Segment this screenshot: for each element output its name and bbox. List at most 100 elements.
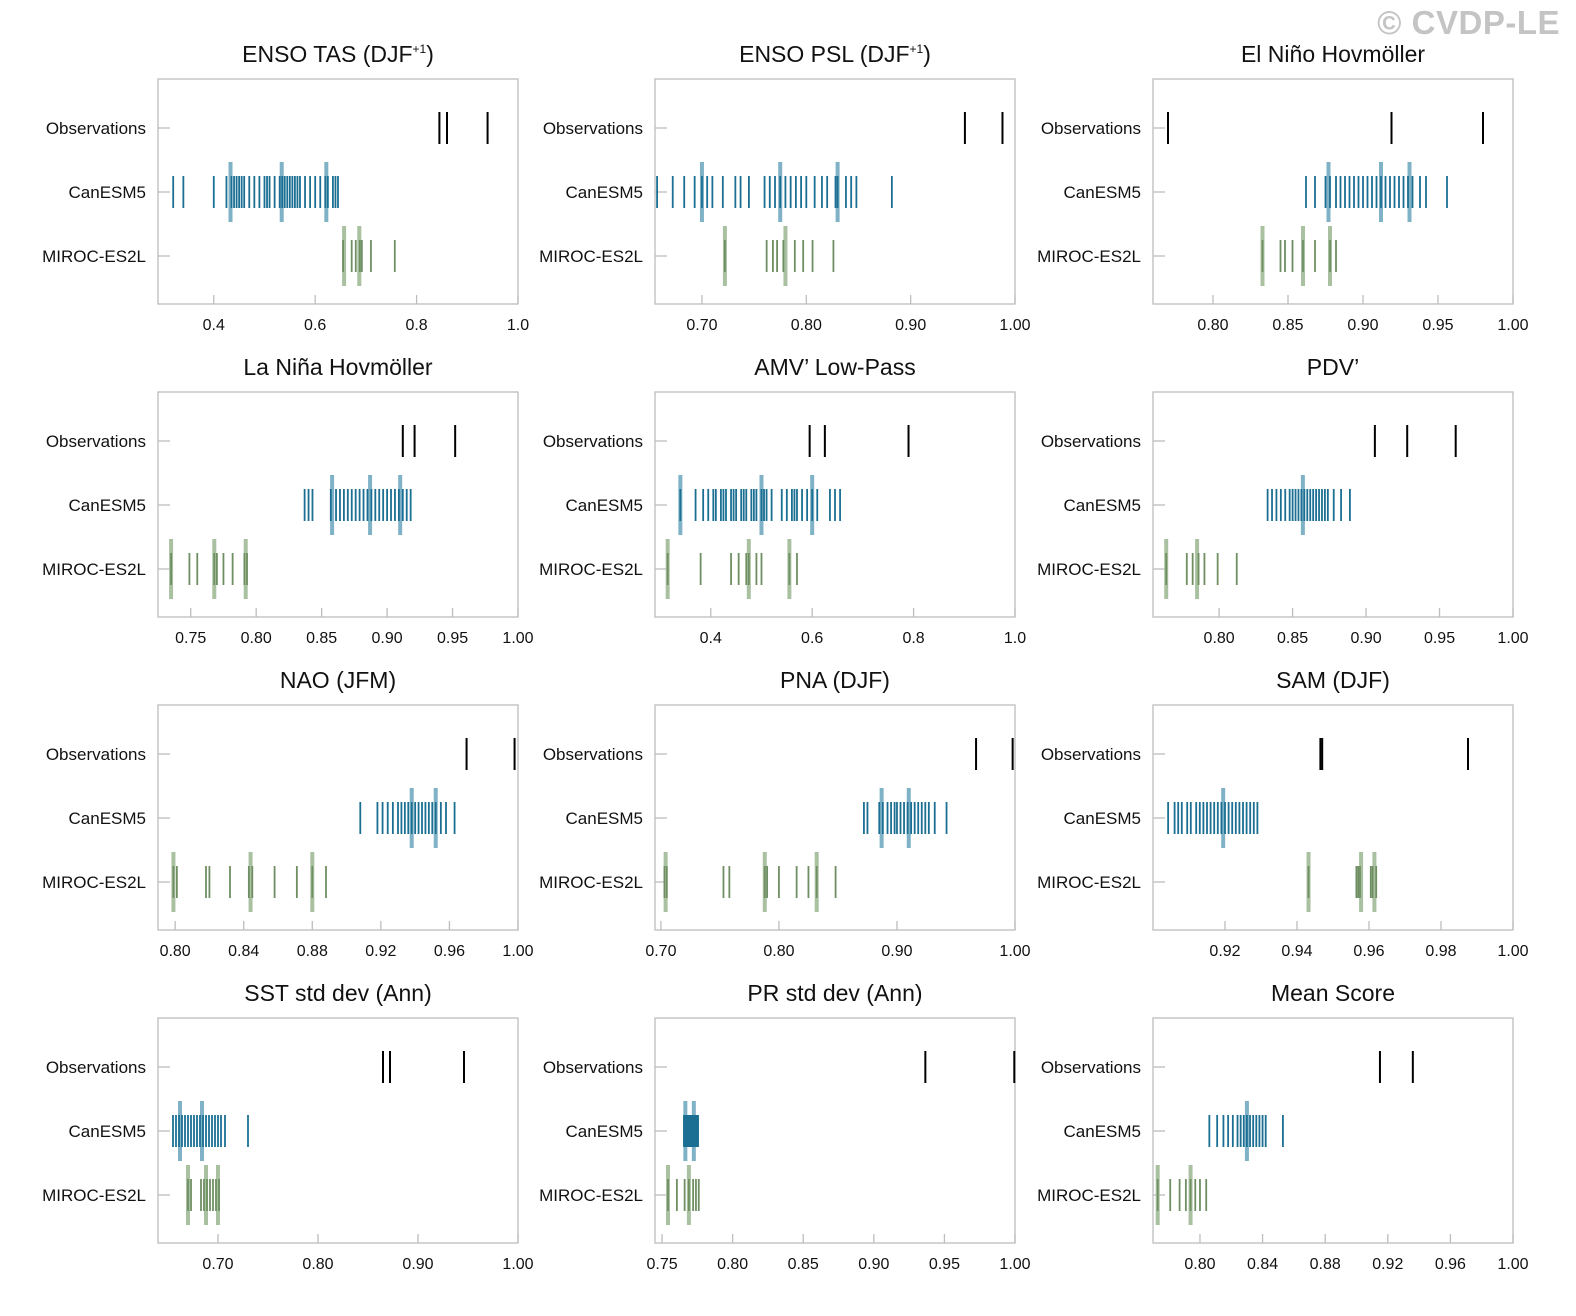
x-tick-label: 0.94 xyxy=(1281,943,1312,960)
panel-title: NAO (JFM) xyxy=(280,667,396,693)
x-tick-label: 0.92 xyxy=(1209,943,1240,960)
panel-9: SAM (DJF) Observations CanESM5 MIROC-ES2L 0.… xyxy=(1037,667,1529,960)
x-tick-label: 0.80 xyxy=(1197,317,1228,334)
panel-title: PNA (DJF) xyxy=(780,667,890,693)
panel-title-main: PR std dev (Ann) xyxy=(747,980,922,1006)
x-tick-label: 0.70 xyxy=(202,1256,233,1273)
x-tick-label: 0.75 xyxy=(175,630,206,647)
row-label-miroc-es2l: MIROC-ES2L xyxy=(42,247,146,266)
x-tick-label: 0.90 xyxy=(1347,317,1378,334)
panel-title-main: NAO (JFM) xyxy=(280,667,396,693)
x-tick-label: 1.00 xyxy=(1497,317,1528,334)
x-tick-label: 0.98 xyxy=(1425,943,1456,960)
row-label-observations: Observations xyxy=(543,745,643,764)
x-tick-label: 0.95 xyxy=(929,1256,960,1273)
x-tick-label: 0.80 xyxy=(791,317,822,334)
x-tick-label: 0.80 xyxy=(1184,1256,1215,1273)
row-label-miroc-es2l: MIROC-ES2L xyxy=(42,560,146,579)
plot-frame xyxy=(1152,78,1514,305)
row-label-miroc-es2l: MIROC-ES2L xyxy=(1037,247,1141,266)
x-tick-label: 0.96 xyxy=(1435,1256,1466,1273)
x-tick-label: 0.88 xyxy=(1310,1256,1341,1273)
row-label-observations: Observations xyxy=(46,119,146,138)
panel-title: AMV’ Low-Pass xyxy=(754,354,915,380)
panel-title: El Niño Hovmöller xyxy=(1241,41,1425,67)
row-label-observations: Observations xyxy=(543,1058,643,1077)
row-label-miroc-es2l: MIROC-ES2L xyxy=(539,1186,643,1205)
x-tick-label: 0.90 xyxy=(895,317,926,334)
panel-7: NAO (JFM) Observations CanESM5 MIROC-ES2L 0.… xyxy=(42,667,534,960)
x-tick-label: 0.90 xyxy=(881,943,912,960)
panel-title-main: PNA (DJF) xyxy=(780,667,890,693)
panel-title-main: PDV’ xyxy=(1307,354,1359,380)
panel-title-superscript: +1 xyxy=(910,42,924,56)
row-label-miroc-es2l: MIROC-ES2L xyxy=(1037,560,1141,579)
x-tick-label: 0.90 xyxy=(858,1256,889,1273)
row-label-canesm5: CanESM5 xyxy=(1064,1122,1141,1141)
row-label-observations: Observations xyxy=(1041,432,1141,451)
panel-11: PR std dev (Ann) Observations CanESM5 MIROC… xyxy=(539,980,1031,1273)
x-tick-label: 1.00 xyxy=(1497,943,1528,960)
panel-title-superscript: +1 xyxy=(413,42,427,56)
row-label-canesm5: CanESM5 xyxy=(69,183,146,202)
x-tick-label: 0.75 xyxy=(646,1256,677,1273)
x-tick-label: 0.90 xyxy=(372,630,403,647)
x-tick-label: 0.84 xyxy=(1247,1256,1278,1273)
panel-1: ENSO TAS (DJF+1) Observations CanESM5 MIROC… xyxy=(42,41,529,334)
panel-title: La Niña Hovmöller xyxy=(243,354,433,380)
panel-title: ENSO PSL (DJF+1) xyxy=(739,41,931,67)
x-tick-label: 0.92 xyxy=(365,943,396,960)
x-tick-label: 0.95 xyxy=(1422,317,1453,334)
panel-title-main: AMV’ Low-Pass xyxy=(754,354,915,380)
watermark: © CVDP-LE xyxy=(1377,4,1560,41)
x-tick-label: 0.90 xyxy=(1350,630,1381,647)
x-tick-label: 1.00 xyxy=(1497,1256,1528,1273)
row-label-miroc-es2l: MIROC-ES2L xyxy=(539,560,643,579)
row-label-canesm5: CanESM5 xyxy=(1064,496,1141,515)
x-tick-label: 0.96 xyxy=(1353,943,1384,960)
panel-title-main: Mean Score xyxy=(1271,980,1395,1006)
panel-6: PDV’ Observations CanESM5 MIROC-ES2L 0.80 0.8… xyxy=(1037,354,1529,647)
row-label-observations: Observations xyxy=(543,119,643,138)
x-tick-label: 0.80 xyxy=(1204,630,1235,647)
row-label-miroc-es2l: MIROC-ES2L xyxy=(42,873,146,892)
panel-10: SST std dev (Ann) Observations CanESM5 MIRO… xyxy=(42,980,534,1273)
x-tick-label: 0.80 xyxy=(717,1256,748,1273)
plot-frame xyxy=(654,1017,1016,1244)
row-label-canesm5: CanESM5 xyxy=(566,183,643,202)
panel-title: SAM (DJF) xyxy=(1276,667,1390,693)
panel-title-main: ENSO PSL (DJF xyxy=(739,41,909,67)
plot-frame xyxy=(157,391,519,618)
x-tick-label: 0.8 xyxy=(405,317,427,334)
x-tick-label: 0.70 xyxy=(686,317,717,334)
x-tick-label: 0.70 xyxy=(645,943,676,960)
x-tick-label: 0.84 xyxy=(228,943,259,960)
x-tick-label: 0.8 xyxy=(902,630,924,647)
x-tick-label: 0.85 xyxy=(1272,317,1303,334)
panel-title: ENSO TAS (DJF+1) xyxy=(242,41,434,67)
panel-8: PNA (DJF) Observations CanESM5 MIROC-ES2L 0.… xyxy=(539,667,1031,960)
panel-title-main: SAM (DJF) xyxy=(1276,667,1390,693)
panel-title: SST std dev (Ann) xyxy=(244,980,432,1006)
row-label-observations: Observations xyxy=(1041,119,1141,138)
panel-12: Mean Score Observations CanESM5 MIROC-ES2L 0… xyxy=(1037,980,1529,1273)
x-tick-label: 1.0 xyxy=(507,317,529,334)
x-tick-label: 1.00 xyxy=(999,1256,1030,1273)
panel-5: AMV’ Low-Pass Observations CanESM5 MIROC-ES… xyxy=(539,354,1026,647)
x-tick-label: 0.6 xyxy=(801,630,823,647)
row-label-observations: Observations xyxy=(46,432,146,451)
panel-title-main: El Niño Hovmöller xyxy=(1241,41,1425,67)
x-tick-label: 0.92 xyxy=(1372,1256,1403,1273)
row-label-observations: Observations xyxy=(1041,745,1141,764)
x-tick-label: 1.00 xyxy=(999,317,1030,334)
x-tick-label: 1.0 xyxy=(1004,630,1026,647)
x-tick-label: 0.80 xyxy=(241,630,272,647)
row-label-canesm5: CanESM5 xyxy=(69,496,146,515)
row-label-miroc-es2l: MIROC-ES2L xyxy=(1037,873,1141,892)
row-label-miroc-es2l: MIROC-ES2L xyxy=(539,873,643,892)
row-label-canesm5: CanESM5 xyxy=(566,809,643,828)
row-label-observations: Observations xyxy=(46,745,146,764)
x-tick-label: 1.00 xyxy=(502,630,533,647)
x-tick-label: 0.95 xyxy=(437,630,468,647)
